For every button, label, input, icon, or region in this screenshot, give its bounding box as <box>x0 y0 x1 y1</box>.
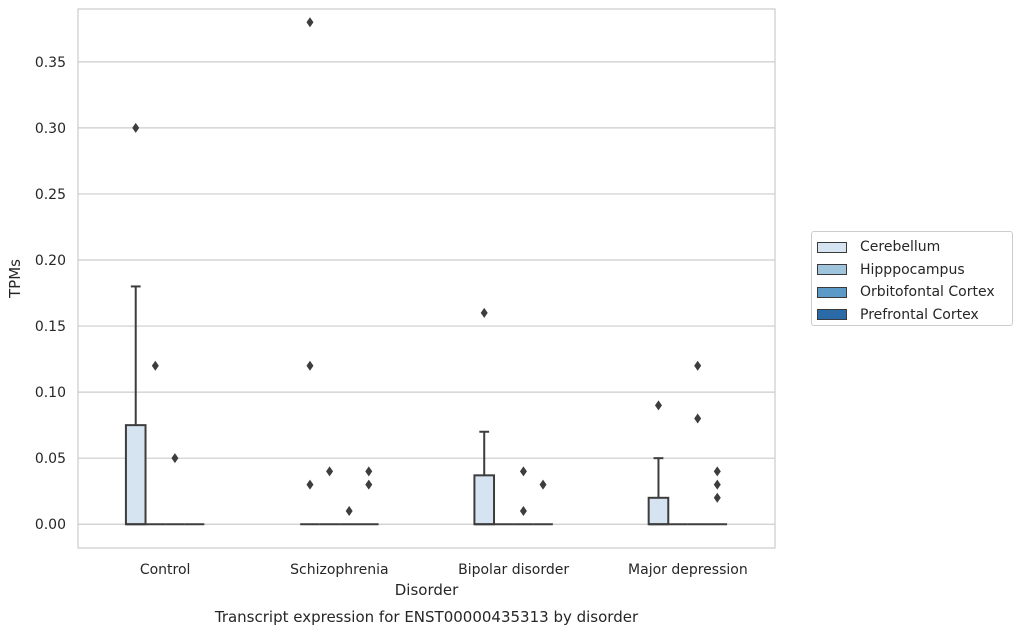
box-body <box>647 496 670 526</box>
legend-label: Prefrontal Cortex <box>860 306 979 323</box>
y-tick-label: 0.15 <box>35 319 66 335</box>
outlier-point <box>306 17 314 28</box>
box <box>124 285 147 526</box>
x-tick-label: Control <box>140 562 191 578</box>
legend-swatch <box>817 241 847 253</box>
y-tick-label: 0.20 <box>35 253 66 269</box>
legend-label: Orbitofontal Cortex <box>860 284 995 301</box>
outlier-points <box>132 17 721 517</box>
legend-swatch <box>817 309 847 321</box>
outlier-point <box>326 466 334 477</box>
outlier-point <box>345 506 353 517</box>
plot-frame <box>77 8 776 549</box>
x-tick-label: Schizophrenia <box>290 562 388 578</box>
legend-item: Hipppocampus <box>817 259 1012 282</box>
legend: Cerebellum Hipppocampus Orbitofontal Cor… <box>811 231 1013 326</box>
box <box>473 430 496 526</box>
outlier-point <box>654 400 662 411</box>
x-axis: Control Schizophrenia Bipolar disorder Majo… <box>140 562 748 578</box>
outlier-point <box>539 479 547 490</box>
outlier-point <box>306 479 314 490</box>
outlier-point <box>694 413 702 424</box>
outlier-point <box>132 122 140 133</box>
outlier-point <box>694 360 702 371</box>
outlier-point <box>519 466 527 477</box>
x-tick-label: Bipolar disorder <box>458 562 569 578</box>
outlier-point <box>171 453 179 464</box>
y-axis: 0.00 0.05 0.10 0.15 0.20 0.25 0.30 0.35 <box>35 55 66 533</box>
y-axis-label: TPMs <box>6 259 24 299</box>
box-body <box>124 424 147 526</box>
legend-swatch <box>817 264 847 276</box>
outlier-point <box>713 466 721 477</box>
legend-item: Prefrontal Cortex <box>817 304 1012 327</box>
gridlines <box>78 61 775 525</box>
legend-swatch <box>817 286 847 298</box>
box <box>647 457 670 526</box>
outlier-point <box>365 479 373 490</box>
legend-item: Cerebellum <box>817 236 1012 259</box>
outlier-point <box>306 360 314 371</box>
chart-caption: Transcript expression for ENST0000043531… <box>214 608 639 626</box>
legend-label: Cerebellum <box>860 239 941 256</box>
outlier-point <box>480 307 488 318</box>
y-tick-label: 0.10 <box>35 385 66 401</box>
x-tick-label: Major depression <box>628 562 748 578</box>
outlier-point <box>151 360 159 371</box>
legend-label: Hipppocampus <box>860 261 965 278</box>
outlier-point <box>713 492 721 503</box>
outlier-point <box>519 506 527 517</box>
y-tick-label: 0.25 <box>35 187 66 203</box>
outlier-point <box>713 479 721 490</box>
x-axis-label: Disorder <box>395 581 459 599</box>
y-tick-label: 0.00 <box>35 517 66 533</box>
box-body <box>473 474 496 526</box>
y-tick-label: 0.30 <box>35 121 66 137</box>
outlier-point <box>365 466 373 477</box>
legend-item: Orbitofontal Cortex <box>817 281 1012 304</box>
y-tick-label: 0.35 <box>35 55 66 71</box>
box-series <box>124 285 728 526</box>
y-tick-label: 0.05 <box>35 451 66 467</box>
